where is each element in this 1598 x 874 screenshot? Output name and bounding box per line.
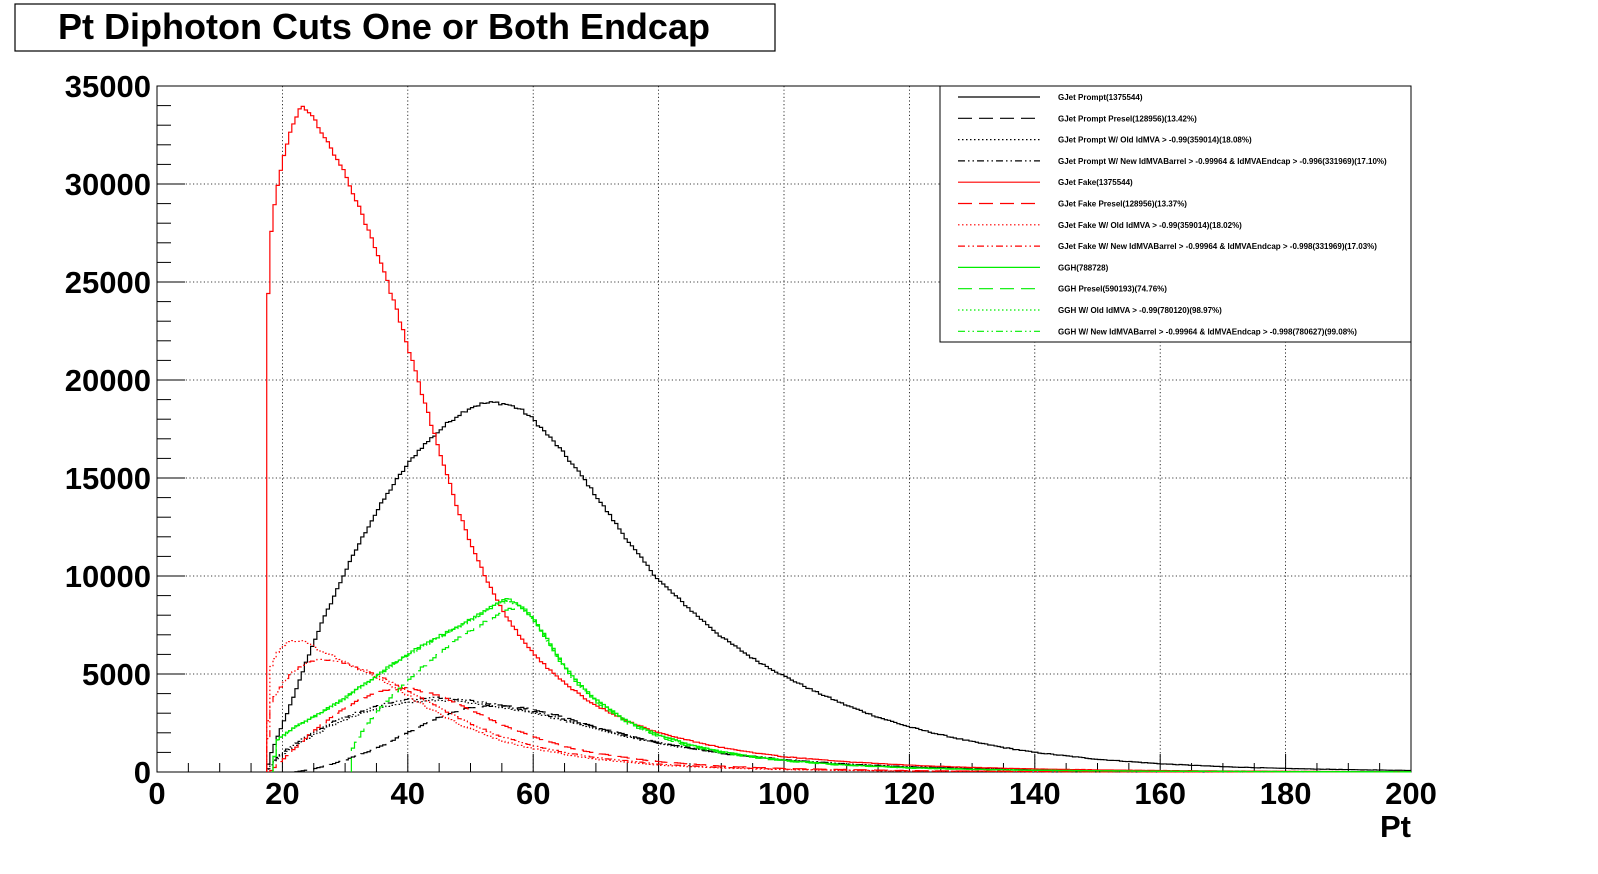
x-tick-labels: 0 20 40 60 80 100 120 140 160 180 200 [148,776,1436,811]
legend-box [939,85,1412,343]
y-tick-label: 0 [134,755,151,790]
y-tick-label: 15000 [65,461,151,496]
legend-entry-label: GJet Fake Presel(128956)(13.37%) [1058,200,1187,209]
title-box [14,3,776,52]
x-tick-label: 160 [1134,776,1186,811]
x-tick-label: 120 [884,776,936,811]
chart-title: Pt Diphoton Cuts One or Both Endcap [58,6,710,47]
x-tick-label: 60 [516,776,550,811]
x-tick-label: 140 [1009,776,1061,811]
y-tick-label: 20000 [65,363,151,398]
legend-entry-label: GGH W/ Old IdMVA > -0.99(780120)(98.97%) [1058,306,1222,315]
legend-entry-label: GJet Prompt(1375544) [1058,93,1143,102]
series-line [266,401,1411,772]
legend-entry-label: GJet Prompt W/ New IdMVABarrel > -0.9996… [1058,157,1387,166]
legend-entry-label: GGH(788728) [1058,263,1109,272]
x-tick-label: 80 [641,776,675,811]
y-tick-label: 30000 [65,167,151,202]
x-axis-title: Pt [1380,809,1411,844]
x-tick-label: 180 [1260,776,1312,811]
legend-entry-label: GGH Presel(590193)(74.76%) [1058,285,1167,294]
legend-entry-label: GGH W/ New IdMVABarrel > -0.99964 & IdMV… [1058,327,1357,336]
legend-entry-label: GJet Fake W/ Old IdMVA > -0.99(359014)(1… [1058,221,1242,230]
legend-entry-label: GJet Fake W/ New IdMVABarrel > -0.99964 … [1058,242,1377,251]
x-tick-label: 200 [1385,776,1437,811]
y-tick-label: 35000 [65,69,151,104]
y-tick-labels: 0 5000 10000 15000 20000 25000 30000 35000 [65,69,151,790]
x-tick-label: 0 [148,776,165,811]
y-tick-label: 25000 [65,265,151,300]
x-tick-label: 40 [391,776,425,811]
legend-entry-label: GJet Prompt W/ Old IdMVA > -0.99(359014)… [1058,136,1252,145]
legend: GJet Prompt(1375544) GJet Prompt Presel(1… [958,93,1387,336]
y-tick-label: 10000 [65,559,151,594]
x-tick-label: 100 [758,776,810,811]
series-line [272,599,1411,773]
x-tick-label: 20 [265,776,299,811]
legend-entry-label: GJet Fake(1375544) [1058,178,1133,187]
series-layer [266,105,1411,773]
legend-entry-label: GJet Prompt Presel(128956)(13.42%) [1058,114,1197,123]
y-tick-label: 5000 [82,657,151,692]
